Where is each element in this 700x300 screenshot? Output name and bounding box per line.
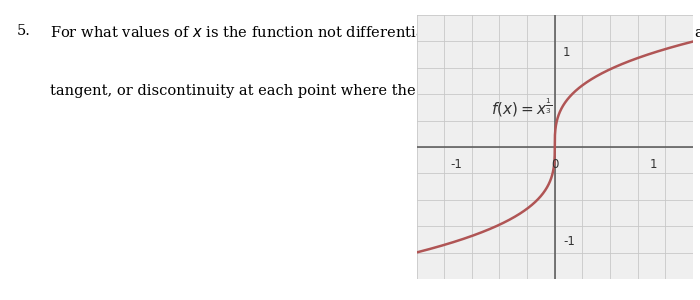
Text: tangent, or discontinuity at each point where the function is not differentiable: tangent, or discontinuity at each point … [50,84,638,98]
Text: $f(x) = x^{\frac{1}{3}}$: $f(x) = x^{\frac{1}{3}}$ [491,96,552,119]
Text: 0: 0 [551,158,559,171]
Text: 1: 1 [650,158,657,171]
Text: For what values of $x$ is the function not differentiable? Identify whether the : For what values of $x$ is the function n… [50,24,700,42]
Text: -1: -1 [563,235,575,248]
Text: -1: -1 [450,158,462,171]
Text: 5.: 5. [17,24,31,38]
Text: 1: 1 [563,46,570,59]
